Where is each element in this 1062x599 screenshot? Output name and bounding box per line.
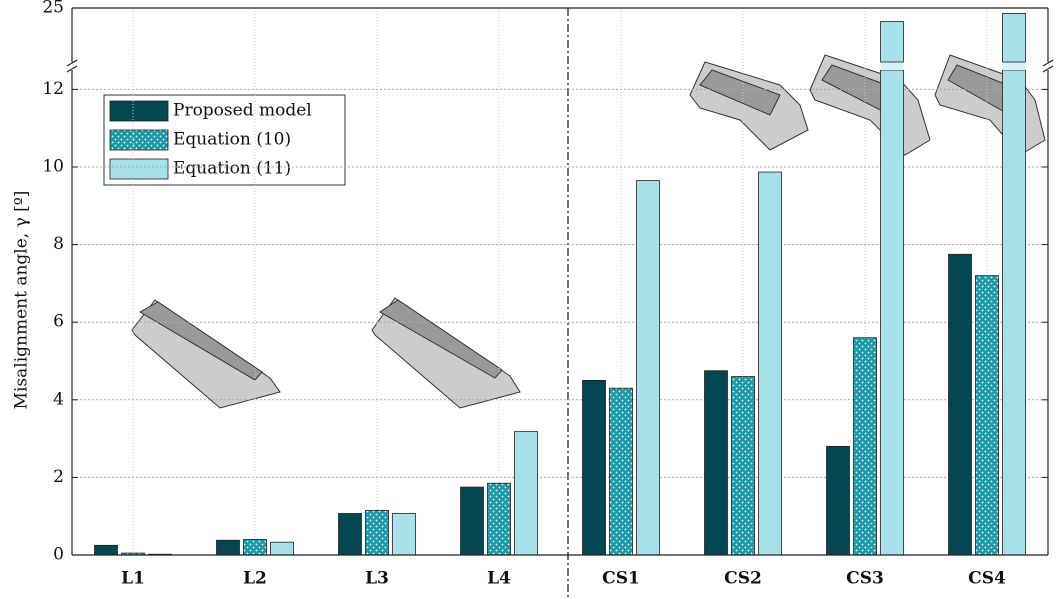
bar [217, 540, 240, 555]
x-tick-label: L4 [487, 569, 511, 589]
y-tick-label: 0 [53, 545, 64, 565]
y-tick-label: 2 [53, 467, 64, 487]
bar [827, 446, 850, 555]
bar [515, 432, 538, 555]
legend-swatch [110, 159, 168, 179]
legend-swatch [110, 130, 168, 150]
bar-break [881, 62, 904, 70]
bar [881, 70, 904, 555]
bar [637, 181, 660, 555]
bar [976, 276, 999, 555]
legend-label: Equation (10) [173, 130, 291, 150]
bar [461, 487, 484, 555]
legend-label: Equation (11) [173, 159, 291, 179]
bar [95, 545, 118, 555]
bar [1003, 70, 1026, 555]
bar [705, 371, 728, 555]
x-tick-label: CS4 [968, 569, 1006, 589]
x-tick-label: L3 [365, 569, 389, 589]
bar [881, 22, 904, 63]
x-tick-label: L1 [121, 569, 145, 589]
x-tick-label: L2 [243, 569, 267, 589]
bar [271, 542, 294, 555]
y-tick-label: 4 [53, 389, 64, 409]
y-axis-label: Misalignment angle, γ [º] [12, 191, 32, 410]
x-tick-label: CS2 [724, 569, 762, 589]
bar [732, 377, 755, 555]
y-tick-label: 25 [42, 0, 64, 18]
bar [339, 513, 362, 555]
bar [759, 172, 782, 555]
y-tick-label: 10 [42, 157, 64, 177]
bar [366, 510, 389, 555]
bar [583, 380, 606, 555]
y-tick-label: 12 [42, 79, 64, 99]
legend-swatch [110, 101, 168, 121]
bar [1003, 13, 1026, 62]
legend: Proposed model Equation (10) Equation (11) [104, 95, 345, 185]
x-tick-label: CS1 [602, 569, 640, 589]
bar [854, 338, 877, 555]
bar [949, 254, 972, 555]
legend-label: Proposed model [173, 101, 312, 121]
bar [393, 513, 416, 555]
y-tick-label: 6 [53, 312, 64, 332]
x-tick-label: CS3 [846, 569, 884, 589]
bar-break [1003, 62, 1026, 70]
bar [488, 483, 511, 555]
chart: Misalignment angle, γ [º] Proposed model… [0, 0, 1062, 599]
bar [610, 388, 633, 555]
bar [244, 539, 267, 555]
y-tick-label: 8 [53, 234, 64, 254]
